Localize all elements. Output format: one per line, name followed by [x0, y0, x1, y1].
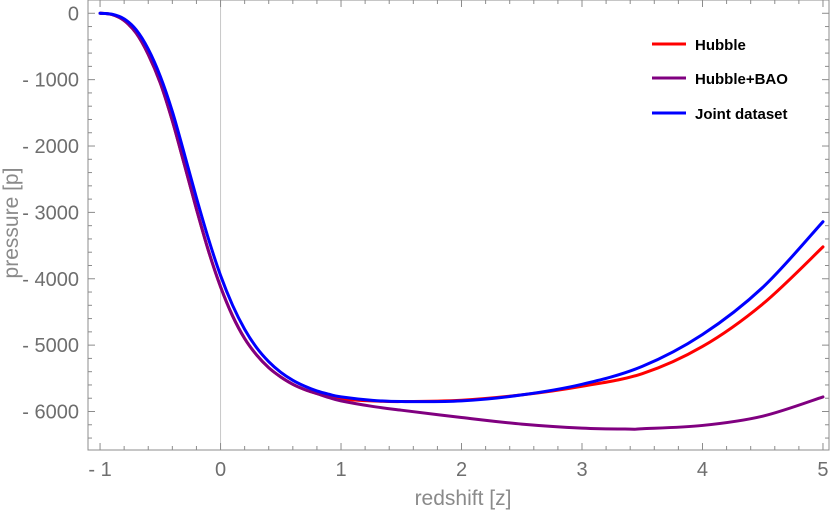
- x-tick-label: 0: [215, 459, 226, 481]
- legend-label-hubble-bao: Hubble+BAO: [695, 71, 788, 88]
- x-tick-label: 5: [817, 459, 828, 481]
- series-layer: [98, 11, 825, 431]
- legend: Hubble Hubble+BAO Joint dataset: [652, 37, 788, 123]
- legend-label-hubble: Hubble: [695, 37, 746, 54]
- y-axis-label: pressure [p]: [0, 168, 23, 279]
- y-tick-label: 0: [68, 3, 79, 25]
- y-tick-label: - 4000: [22, 269, 79, 291]
- y-tick-label: - 3000: [22, 202, 79, 224]
- x-tick-label: 2: [456, 459, 467, 481]
- y-tick-label: - 5000: [22, 335, 79, 357]
- plot-frame: [87, 0, 830, 451]
- x-tick-label: 3: [576, 459, 587, 481]
- x-axis-label: redshift [z]: [415, 487, 512, 510]
- x-tick-label: 1: [335, 459, 346, 481]
- axis-ticks: - 1 0 1 2 3 4 5 0 - 1000 - 2000 - 3000 - 4000 - 5000…: [22, 0, 829, 481]
- x-tick-label: - 1: [88, 459, 111, 481]
- y-tick-label: - 2000: [22, 136, 79, 158]
- x-tick-label: 4: [697, 459, 708, 481]
- y-tick-label: - 6000: [22, 402, 79, 424]
- legend-label-joint-dataset: Joint dataset: [695, 106, 788, 123]
- series-line-joint-dataset: [98, 11, 825, 404]
- series-line-hubble-bao: [98, 11, 825, 431]
- y-tick-label: - 1000: [22, 70, 79, 92]
